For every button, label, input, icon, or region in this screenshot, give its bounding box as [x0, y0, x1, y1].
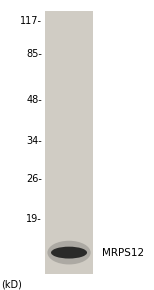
Text: 85-: 85-	[26, 49, 42, 59]
Text: 48-: 48-	[26, 95, 42, 105]
Text: 26-: 26-	[26, 174, 42, 184]
Text: (kD): (kD)	[2, 279, 22, 289]
Text: MRPS12: MRPS12	[102, 248, 144, 258]
Text: 117-: 117-	[20, 16, 42, 26]
Bar	[45, 11, 93, 274]
Ellipse shape	[47, 241, 91, 264]
Ellipse shape	[51, 247, 87, 258]
Text: 19-: 19-	[26, 214, 42, 224]
Text: 34-: 34-	[26, 136, 42, 146]
